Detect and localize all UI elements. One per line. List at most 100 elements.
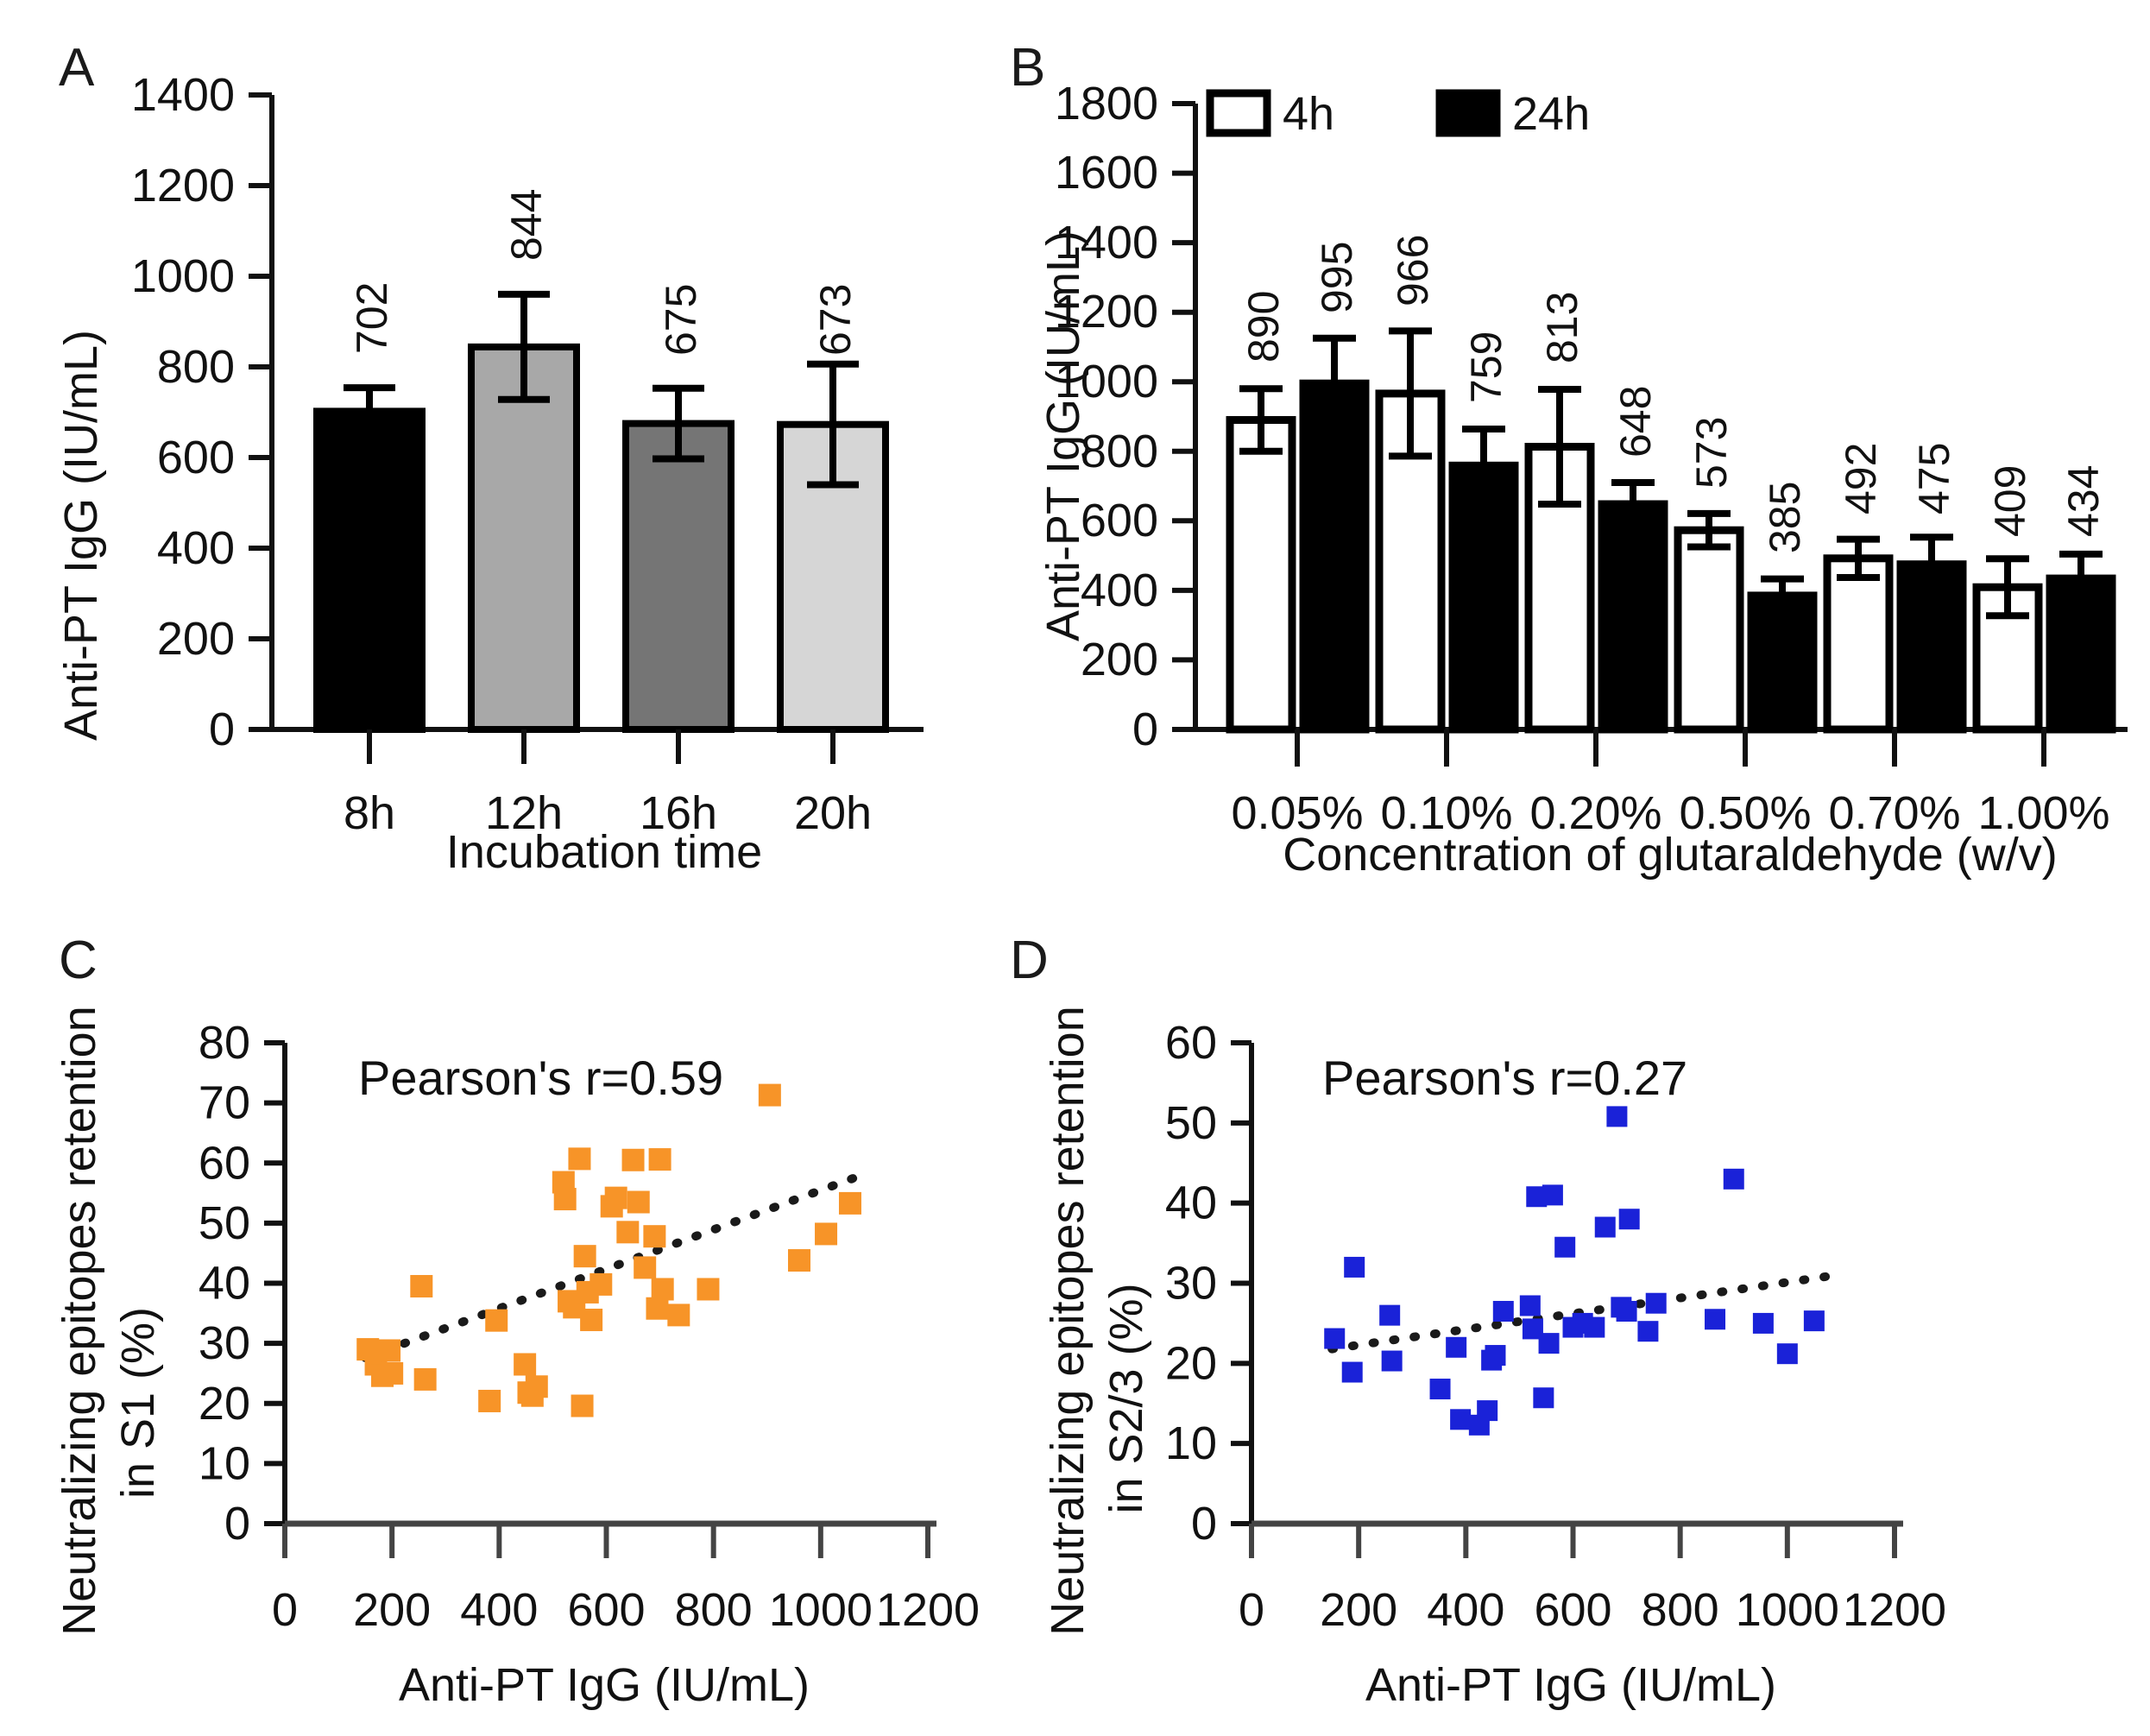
panel-a-value-label: 673 xyxy=(811,284,860,356)
panel-b-value-label: 573 xyxy=(1687,417,1736,489)
panel-b-ytick-0: 0 xyxy=(1132,704,1158,755)
scatter-marker xyxy=(1450,1409,1472,1430)
scatter-marker xyxy=(1723,1168,1744,1190)
panel-b-letter: B xyxy=(1010,38,1046,98)
panel-a-ytick-1400: 1400 xyxy=(131,69,235,121)
panel-b-bar-group: 409 434 1.00% xyxy=(1972,465,2116,839)
panel-b-xtick-label: 0.50% xyxy=(1679,787,1811,839)
scatter-marker xyxy=(1379,1304,1401,1326)
panel-a-bar-group-12h: 844 12h xyxy=(468,189,580,839)
scatter-ytick-label: 20 xyxy=(1165,1337,1217,1389)
scatter-marker xyxy=(1776,1343,1798,1365)
panel-b-bar-4h xyxy=(1674,526,1744,734)
scatter-marker xyxy=(758,1083,781,1107)
scatter-xtick-label: 1000 xyxy=(1736,1584,1839,1636)
scatter-marker xyxy=(580,1308,603,1331)
scatter-xtick-label: 800 xyxy=(675,1584,753,1636)
panel-d-x-axis-title: Anti-PT IgG (IU/mL) xyxy=(1365,1659,1776,1711)
panel-b: B Anti-PT IgG (IU/mL) 4h 24h 1800 1600 1… xyxy=(1010,0,2149,881)
panel-b-bar-24h xyxy=(1448,461,1519,734)
panel-b-bar-group: 966 759 0.10% xyxy=(1375,235,1519,839)
panel-b-value-label: 813 xyxy=(1538,292,1586,363)
scatter-marker xyxy=(1542,1184,1563,1206)
scatter-marker xyxy=(1477,1400,1498,1422)
scatter-marker xyxy=(1637,1321,1659,1342)
scatter-marker xyxy=(568,1147,591,1171)
scatter-marker xyxy=(1429,1379,1451,1400)
panel-b-bar-group: 492 475 0.70% xyxy=(1823,443,1967,839)
scatter-marker xyxy=(1485,1345,1506,1367)
scatter-marker xyxy=(648,1148,671,1171)
legend-label-4h: 4h xyxy=(1283,88,1334,140)
panel-b-bar-group: 573 385 0.50% xyxy=(1674,417,1818,839)
panel-b-legend: 4h 24h xyxy=(1206,88,1590,140)
panel-b-ytick-200: 200 xyxy=(1081,634,1158,685)
panel-a-y-ticks: 1400 1200 1000 800 600 400 200 0 xyxy=(131,69,272,755)
panel-c-y-axis-title-1: Neutralizing epitopes retention xyxy=(54,1006,105,1635)
panel-c-x-ticks: 0 200 400 600 800 1000 1200 xyxy=(272,1524,980,1636)
panel-b-value-label: 409 xyxy=(1986,465,2034,537)
panel-b-value-label: 759 xyxy=(1462,331,1510,403)
panel-b-bar-4h xyxy=(1823,554,1894,734)
scatter-xtick-label: 1200 xyxy=(876,1584,980,1636)
scatter-marker xyxy=(667,1304,690,1327)
panel-b-bar-4h xyxy=(1375,389,1446,734)
panel-c: C Neutralizing epitopes retention in S1 … xyxy=(0,898,984,1727)
scatter-marker xyxy=(604,1186,627,1209)
scatter-ytick-label: 60 xyxy=(1165,1017,1217,1069)
panel-b-xtick-label: 0.05% xyxy=(1231,787,1363,839)
panel-b-value-label: 995 xyxy=(1313,242,1361,313)
legend-swatch-24h xyxy=(1435,89,1501,137)
panel-c-annotation: Pearson's r=0.59 xyxy=(358,1051,723,1105)
panel-b-x-axis-title: Concentration of glutaraldehyde (w/v) xyxy=(1283,829,2058,881)
panel-a-x-axis-title: Incubation time xyxy=(446,826,762,878)
panel-a-value-label: 844 xyxy=(502,189,551,261)
panel-b-ytick-1000: 1000 xyxy=(1055,356,1158,407)
scatter-marker xyxy=(1341,1361,1363,1383)
scatter-xtick-label: 200 xyxy=(353,1584,431,1636)
scatter-marker xyxy=(627,1190,650,1214)
scatter-marker xyxy=(378,1339,401,1362)
scatter-marker xyxy=(838,1191,861,1215)
scatter-marker xyxy=(616,1221,640,1244)
panel-b-xtick-label: 0.20% xyxy=(1529,787,1661,839)
panel-b-value-label: 434 xyxy=(2059,465,2108,537)
scatter-marker xyxy=(485,1309,508,1332)
panel-d-y-axis-title-2: in S2/3 (%) xyxy=(1100,1283,1152,1513)
panel-a-value-label: 702 xyxy=(348,282,396,354)
panel-a-ytick-400: 400 xyxy=(157,522,235,574)
scatter-marker xyxy=(697,1278,720,1301)
scatter-marker xyxy=(1492,1300,1514,1322)
panel-a-letter: A xyxy=(59,38,95,98)
scatter-marker xyxy=(1381,1350,1403,1372)
panel-c-chart: Neutralizing epitopes retention in S1 (%… xyxy=(54,1006,980,1711)
panel-b-bar-4h xyxy=(1524,443,1595,734)
scatter-marker xyxy=(634,1256,657,1279)
panel-b-bar-4h xyxy=(1226,416,1296,734)
scatter-ytick-label: 10 xyxy=(1165,1417,1217,1469)
panel-a-bar-group-16h: 675 16h xyxy=(622,284,735,839)
scatter-marker xyxy=(410,1274,433,1297)
scatter-marker xyxy=(525,1375,548,1398)
panel-a-xtick-label: 16h xyxy=(640,787,717,839)
scatter-marker xyxy=(815,1222,838,1246)
panel-b-xtick-label: 0.10% xyxy=(1380,787,1512,839)
scatter-marker xyxy=(590,1272,613,1296)
panel-b-y-ticks: 1800 1600 1400 1200 1000 800 600 400 200… xyxy=(1055,78,1195,755)
panel-a-bar xyxy=(313,407,426,733)
panel-d-y-axis-title-1: Neutralizing epitopes retention xyxy=(1042,1006,1094,1635)
panel-a-ytick-800: 800 xyxy=(157,341,235,393)
scatter-marker xyxy=(1594,1216,1616,1238)
scatter-xtick-label: 200 xyxy=(1320,1584,1397,1636)
scatter-xtick-label: 600 xyxy=(567,1584,645,1636)
panel-a-value-label: 675 xyxy=(657,284,705,356)
panel-d-data-points xyxy=(1324,1106,1825,1436)
scatter-marker xyxy=(1616,1300,1637,1322)
panel-a-ytick-1200: 1200 xyxy=(131,160,235,211)
scatter-ytick-label: 30 xyxy=(199,1317,250,1369)
panel-b-bar-24h xyxy=(1598,500,1668,734)
panel-b-value-label: 475 xyxy=(1910,443,1958,514)
scatter-ytick-label: 70 xyxy=(199,1077,250,1129)
panel-b-ytick-1800: 1800 xyxy=(1055,78,1158,129)
scatter-marker xyxy=(1533,1387,1554,1409)
